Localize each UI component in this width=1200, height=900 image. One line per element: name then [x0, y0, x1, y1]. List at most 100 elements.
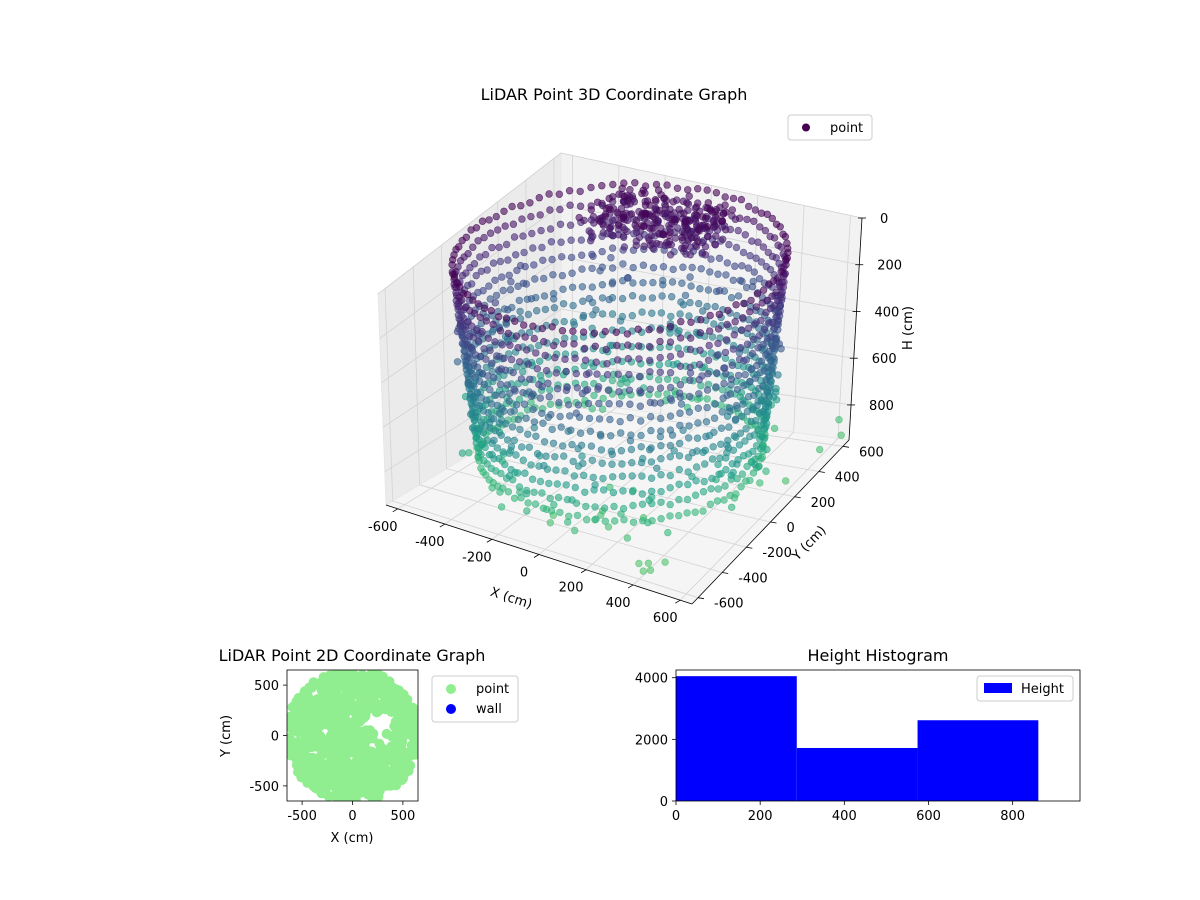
point-3d: [674, 511, 683, 520]
point-3d: [666, 383, 675, 392]
point-3d: [484, 409, 492, 417]
point-3d: [737, 195, 746, 204]
point-3d: [628, 292, 637, 300]
x-tick-label-2d: 500: [390, 809, 415, 824]
point-3d: [510, 385, 518, 393]
plot2d-title: LiDAR Point 2D Coordinate Graph: [219, 646, 486, 665]
point-3d: [757, 421, 766, 429]
point-3d: [704, 356, 713, 364]
point-3d: [647, 458, 656, 466]
point-3d: [749, 469, 758, 477]
point-3d: [482, 471, 490, 479]
point-3d: [619, 504, 628, 513]
x-tick-label-hist: 400: [832, 809, 857, 824]
point-3d: [539, 419, 547, 427]
point-3d: [677, 400, 686, 408]
point-3d: [504, 488, 513, 496]
point-3d: [529, 405, 537, 414]
point-3d: [513, 266, 521, 275]
point-3d: [717, 424, 726, 432]
point-3d: [562, 481, 570, 489]
point-3d: [675, 389, 684, 397]
point-3d: [697, 316, 705, 324]
point-3d: [519, 389, 527, 397]
point-3d: [666, 369, 675, 377]
point-3d: [683, 186, 692, 194]
point-3d: [694, 404, 702, 412]
point-3d: [776, 223, 784, 231]
point-3d: [716, 454, 724, 462]
point-3d: [695, 376, 703, 384]
point-2d: [342, 674, 352, 684]
point-3d: [556, 412, 564, 421]
y-tick-3d: [818, 471, 825, 473]
z-axis-line-3d: [848, 217, 863, 441]
point-3d: [578, 283, 587, 291]
point-3d: [631, 179, 639, 187]
point-3d: [510, 233, 519, 241]
legend-hist-swatch: [984, 683, 1012, 693]
point-3d: [488, 451, 496, 459]
point-3d: [608, 264, 617, 272]
point-3d: [487, 307, 495, 315]
point-3d: [545, 479, 553, 488]
point-3d: [687, 282, 695, 290]
point-3d: [491, 299, 499, 307]
point-3d: [651, 196, 660, 204]
point-2d: [407, 717, 418, 728]
point-3d: [653, 464, 661, 472]
point-3d: [669, 265, 677, 274]
point-3d: [675, 465, 683, 474]
point-3d: [703, 395, 711, 403]
x-tick-label-3d: 600: [653, 611, 678, 626]
point-3d: [514, 469, 522, 477]
point-2d: [399, 768, 410, 779]
point-3d: [486, 386, 494, 394]
point-3d: [530, 418, 539, 426]
point-3d: [704, 286, 713, 294]
z-tick-label-3d: 800: [869, 399, 894, 414]
point-3d: [634, 342, 643, 350]
point-3d: [491, 276, 499, 284]
x-tick-3d: [439, 523, 446, 528]
point-3d: [509, 368, 517, 377]
point-3d: [721, 348, 730, 357]
point-3d: [581, 488, 589, 496]
point-3d: [732, 401, 741, 410]
point-3d: [737, 326, 746, 334]
point-3d: [470, 382, 478, 390]
x-tick-label-3d: 0: [520, 566, 528, 581]
point-3d: [756, 435, 764, 443]
point-3d: [623, 534, 632, 542]
point-3d: [732, 301, 740, 309]
point-3d: [752, 442, 761, 450]
point-3d: [763, 210, 771, 219]
point-3d: [618, 460, 626, 468]
point-3d: [485, 282, 493, 290]
point-3d: [762, 351, 770, 359]
point-3d: [539, 504, 548, 512]
point-3d: [519, 232, 527, 240]
point-3d: [688, 263, 696, 272]
point-3d: [594, 385, 602, 393]
x-tick-label-hist: 0: [672, 809, 680, 824]
point-3d: [731, 318, 739, 326]
point-3d: [768, 292, 776, 300]
point-3d: [675, 495, 683, 504]
point-3d: [638, 472, 646, 480]
point-3d: [666, 329, 674, 337]
point-3d: [624, 355, 632, 363]
point-3d: [534, 341, 543, 350]
point-2d: [314, 721, 324, 732]
point-3d: [573, 511, 582, 520]
point-3d: [666, 251, 675, 259]
point-3d: [626, 414, 634, 422]
point-3d: [506, 286, 515, 294]
point-2d: [329, 724, 339, 735]
point-3d: [766, 304, 775, 313]
point-3d: [722, 336, 731, 344]
point-3d: [694, 299, 703, 308]
point-3d: [623, 274, 632, 282]
point-3d: [646, 412, 655, 421]
point-3d: [755, 331, 764, 340]
